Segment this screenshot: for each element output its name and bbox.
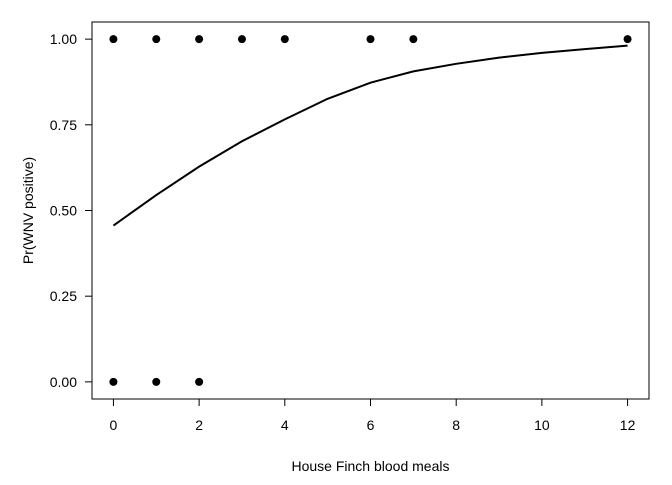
data-point: [109, 35, 118, 44]
data-point: [195, 377, 204, 386]
data-point: [152, 35, 161, 44]
fitted-curve: [112, 44, 628, 227]
x-tick-label: 10: [534, 417, 550, 433]
y-axis: 0.00 0.25 0.50 0.75 1.00: [50, 31, 93, 390]
data-point: [152, 377, 161, 386]
x-tick-label: 2: [195, 417, 203, 433]
y-tick-label: 0.50: [50, 203, 77, 219]
data-point: [409, 35, 418, 44]
x-tick-label: 4: [281, 417, 289, 433]
fitted-curves: [112, 44, 628, 227]
y-axis-label: Pr(WNV positive): [20, 157, 36, 264]
data-point: [623, 35, 632, 44]
x-axis-label: House Finch blood meals: [292, 458, 450, 474]
x-axis: 0 2 4 6 8 10 12: [110, 398, 636, 433]
x-tick-label: 8: [452, 417, 460, 433]
x-tick-label: 12: [620, 417, 636, 433]
y-tick-label: 0.75: [50, 117, 77, 133]
data-point: [280, 35, 289, 44]
data-point: [195, 35, 204, 44]
y-tick-label: 0.00: [50, 374, 77, 390]
x-tick-label: 0: [110, 417, 118, 433]
data-point: [109, 377, 118, 386]
data-point: [237, 35, 246, 44]
y-tick-label: 0.25: [50, 288, 77, 304]
data-points: [109, 35, 632, 386]
data-point: [366, 35, 375, 44]
plot-frame: [91, 21, 650, 400]
y-tick-label: 1.00: [50, 31, 77, 47]
x-tick-label: 6: [367, 417, 375, 433]
